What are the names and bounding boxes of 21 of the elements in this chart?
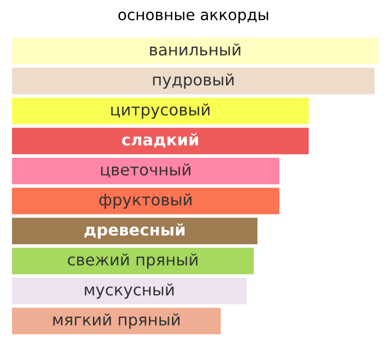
bar [12,248,254,274]
y-tick-label: цветочный [101,163,190,178]
bar [12,278,246,304]
bar [12,128,309,154]
bar [12,308,221,334]
y-tick-label: фруктовый [99,193,192,209]
y-tick-label: мускусный [84,283,174,299]
y-tick-label: свежий пряный [68,253,198,269]
bar [12,158,280,184]
chart-title: основные аккорды [118,12,268,24]
y-tick-label: древесный [84,223,184,239]
y-tick-label: ванильный [150,43,240,56]
bar [12,98,309,124]
bar [12,68,375,94]
y-tick-label: мягкий пряный [53,313,180,329]
bar [12,218,258,244]
bar [12,188,280,214]
y-tick-label: цитрусовый [111,103,210,119]
bar [12,38,378,64]
y-tick-label: сладкий [122,133,198,148]
y-tick-label: пудровый [153,73,234,89]
